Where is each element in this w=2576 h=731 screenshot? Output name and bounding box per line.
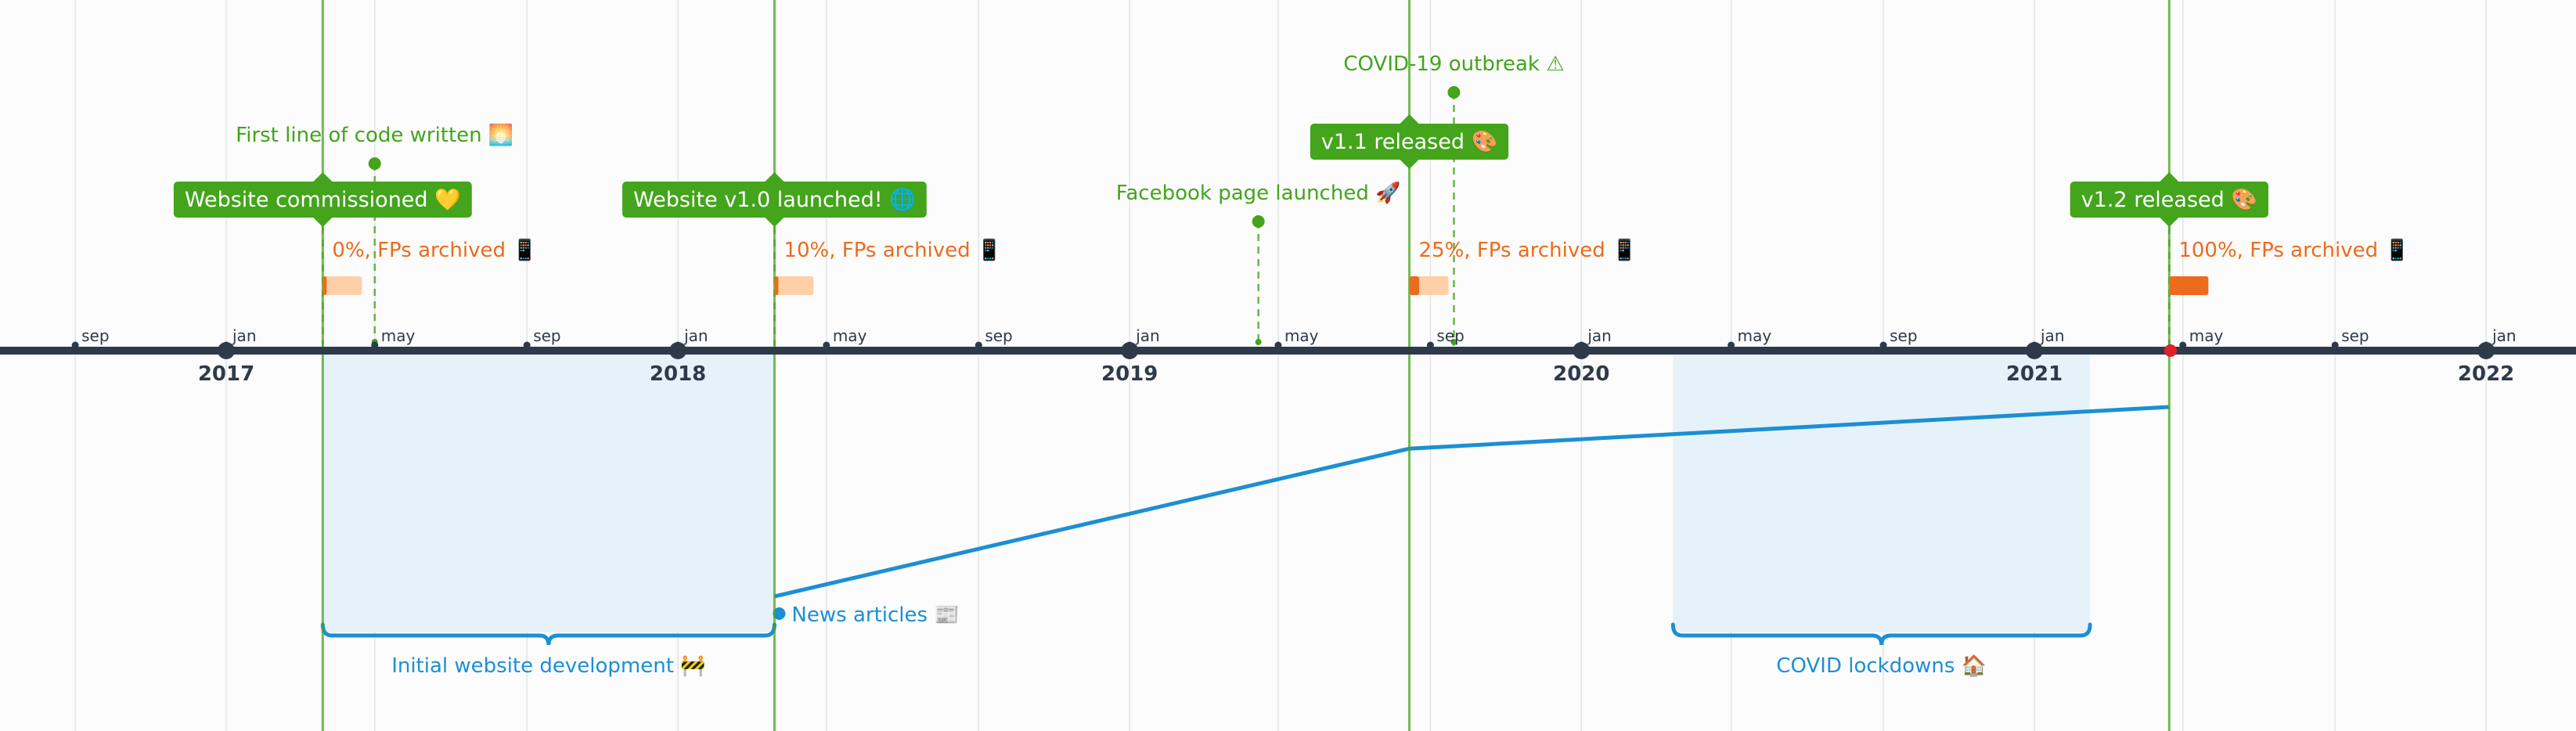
progress-label: 10%, FPs archived 📱: [784, 238, 1002, 262]
milestone-pill: [2070, 182, 2268, 218]
span-brace: [1670, 622, 2092, 646]
time-axis: sep jan may sep jan may sep jan may sep jan may sep j…: [0, 326, 2576, 386]
progress-fill: [1409, 276, 1420, 295]
milestone-notch-bottom: [313, 218, 333, 227]
month-tick: [2179, 341, 2187, 349]
milestone-notch-top: [313, 172, 333, 182]
event-dot: [1447, 86, 1461, 99]
milestone-notch-bottom: [1400, 160, 1419, 169]
event-label: COVID-19 outbreak ⚠: [1343, 52, 1564, 76]
milestone-marker: Website v1.0 launched! 🌐: [622, 172, 927, 227]
milestone-notch-top: [1400, 114, 1419, 124]
milestone-lines: [321, 0, 2171, 731]
span-area: [1673, 351, 2091, 632]
year-label: 2020: [1553, 362, 1609, 386]
progress-label: 25%, FPs archived 📱: [1419, 238, 1637, 262]
milestone-notch-top: [765, 172, 784, 182]
span-area: [322, 351, 775, 632]
year-tick: [1121, 342, 1139, 359]
month-tick: [371, 341, 379, 349]
span-brace: [320, 622, 776, 646]
event-dot: [368, 157, 381, 170]
month-label: sep: [533, 326, 560, 345]
month-label: jan: [1587, 326, 1612, 345]
span-label: COVID lockdowns 🏠: [1776, 654, 1987, 678]
month-tick: [523, 341, 531, 349]
axis-line: [0, 347, 2576, 355]
month-label: sep: [1436, 326, 1464, 345]
month-label: sep: [81, 326, 109, 345]
month-label: may: [833, 326, 867, 345]
milestone-pill: [173, 182, 472, 218]
month-tick: [71, 341, 79, 349]
month-label: sep: [1890, 326, 1917, 345]
event-axis-dot: [1450, 339, 1457, 345]
milestone-label: Website commissioned 💛: [185, 188, 461, 212]
milestone-label: Website v1.0 launched! 🌐: [633, 187, 916, 212]
month-label: jan: [232, 326, 257, 345]
month-label: jan: [2491, 326, 2517, 345]
progress-fill: [322, 276, 327, 295]
month-tick: [1274, 341, 1282, 349]
month-label: jan: [2040, 326, 2065, 345]
year-label: 2019: [1101, 362, 1158, 386]
series-legend-dot: [773, 607, 786, 620]
month-tick: [975, 341, 982, 349]
span-label: Initial website development 🚧: [391, 654, 705, 678]
month-label: may: [381, 326, 416, 345]
milestones-layer: Website commissioned 💛 Website v1.0 launc…: [173, 114, 2268, 227]
event-axis-dot: [1255, 339, 1262, 345]
event-dot: [1252, 215, 1265, 228]
month-label: jan: [1135, 326, 1160, 345]
milestone-pill: [1310, 124, 1509, 160]
year-label: 2018: [650, 362, 706, 386]
event-label: First line of code written 🌅: [236, 123, 513, 147]
milestone-pill: [622, 182, 927, 218]
month-tick: [2331, 341, 2339, 349]
series-label: News articles 📰: [791, 603, 959, 627]
year-tick: [669, 342, 687, 359]
year-tick: [218, 342, 235, 359]
year-tick: [2477, 342, 2495, 359]
month-tick: [823, 341, 830, 349]
spans-layer: Initial website development 🚧 COVID lockd…: [320, 351, 2092, 678]
month-tick: [1728, 341, 1735, 349]
today-marker: [2163, 344, 2177, 357]
progress-track: [322, 276, 362, 295]
milestone-label: v1.1 released 🎨: [1321, 128, 1497, 154]
year-label: 2021: [2006, 362, 2063, 386]
progress-layer: 0%, FPs archived 📱 10%, FPs archived 📱 25%…: [322, 238, 2410, 295]
milestone-marker: Website commissioned 💛: [173, 172, 472, 227]
milestone-marker: v1.1 released 🎨: [1310, 114, 1509, 169]
milestone-label: v1.2 released 🎨: [2081, 186, 2257, 212]
milestone-notch-top: [2160, 172, 2179, 182]
milestone-marker: v1.2 released 🎨: [2070, 172, 2268, 227]
year-tick: [2026, 342, 2043, 359]
year-label: 2017: [198, 362, 254, 386]
month-label: jan: [683, 326, 708, 345]
events-layer: First line of code written 🌅 Facebook pag…: [236, 52, 2171, 346]
progress-fill: [774, 276, 779, 295]
month-label: sep: [985, 326, 1012, 345]
progress-track: [774, 276, 814, 295]
month-tick: [1426, 341, 1434, 349]
year-tick: [1573, 342, 1591, 359]
year-label: 2022: [2458, 362, 2514, 386]
month-label: may: [2189, 326, 2224, 345]
progress-label: 0%, FPs archived 📱: [332, 238, 537, 262]
event-label: Facebook page launched 🚀: [1116, 181, 1401, 205]
milestone-notch-bottom: [2160, 218, 2179, 227]
progress-label: 100%, FPs archived 📱: [2178, 238, 2409, 262]
month-label: sep: [2341, 326, 2369, 345]
month-label: may: [1738, 326, 1772, 345]
month-tick: [1879, 341, 1887, 349]
month-label: may: [1284, 326, 1319, 345]
milestone-notch-bottom: [765, 218, 784, 227]
progress-fill: [2169, 276, 2209, 295]
